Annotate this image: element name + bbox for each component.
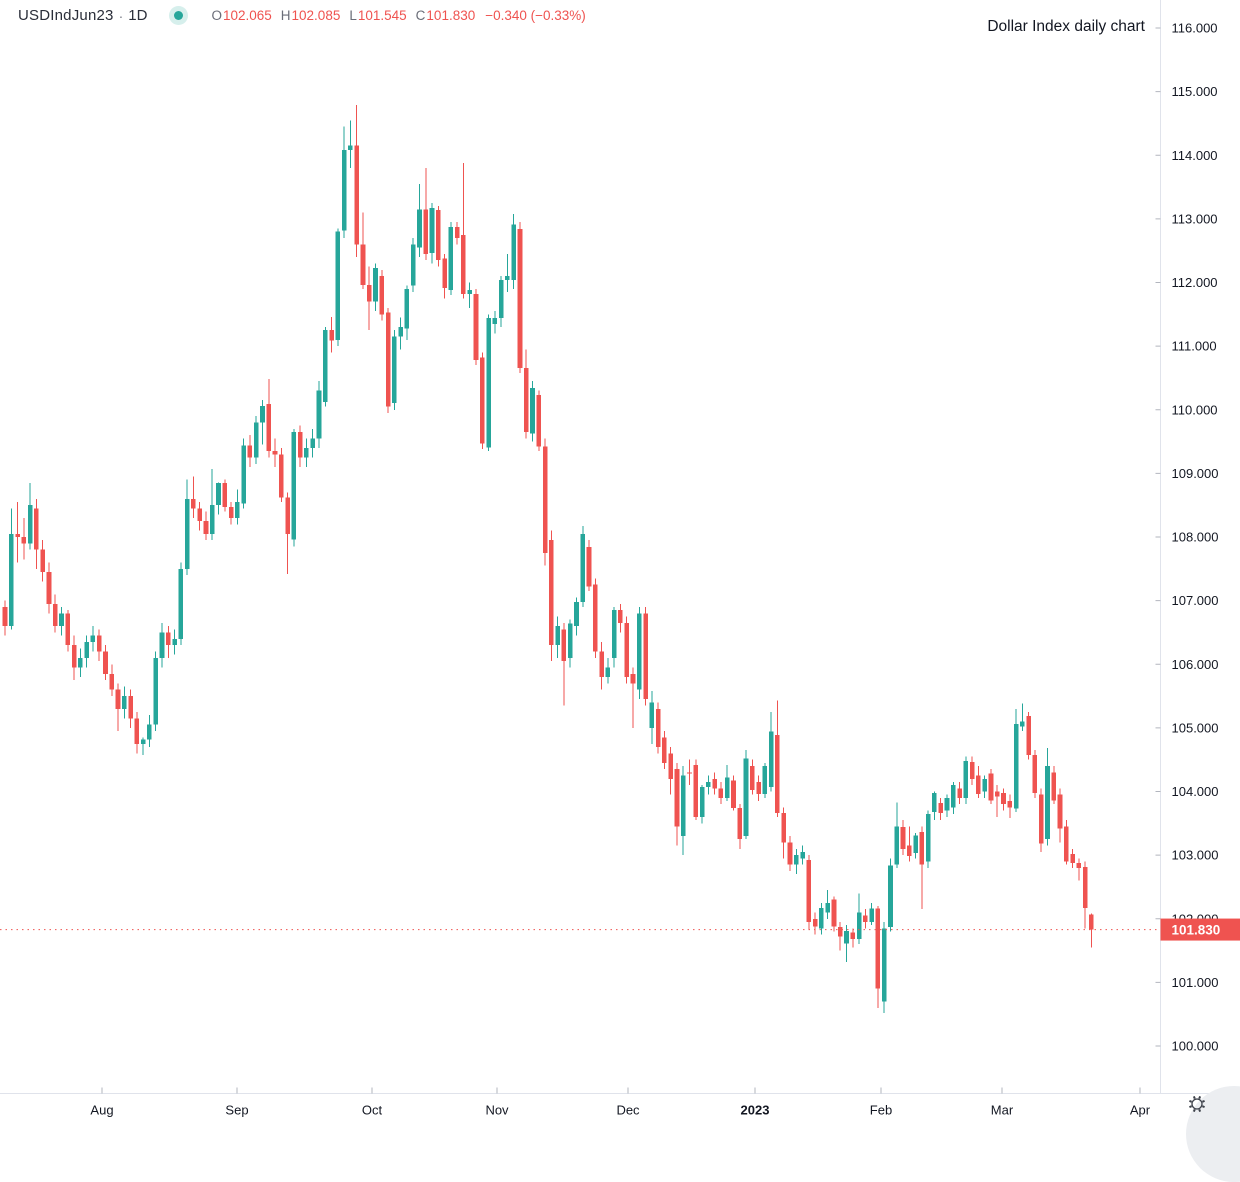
svg-text:112.000: 112.000 [1172, 275, 1218, 290]
svg-text:104.000: 104.000 [1172, 784, 1219, 799]
last-price-tag: 101.830 [1161, 919, 1240, 941]
svg-text:116.000: 116.000 [1172, 21, 1218, 36]
svg-text:105.000: 105.000 [1172, 720, 1219, 735]
low-value: 101.545 [358, 8, 407, 23]
svg-text:113.000: 113.000 [1172, 211, 1218, 226]
svg-text:114.000: 114.000 [1172, 148, 1218, 163]
svg-text:108.000: 108.000 [1172, 530, 1219, 545]
svg-text:Feb: Feb [870, 1103, 892, 1118]
svg-text:103.000: 103.000 [1172, 848, 1219, 863]
chart-annotation-title: Dollar Index daily chart [987, 18, 1145, 36]
open-label: O [211, 8, 222, 23]
ohlc-values: O 102.065 H 102.085 L 101.545 C 101.830 … [211, 8, 594, 23]
svg-text:107.000: 107.000 [1172, 593, 1219, 608]
chart-legend[interactable]: USDIndJun23 · 1D O 102.065 H 102.085 L 1… [18, 7, 595, 24]
symbol-name[interactable]: USDIndJun23 [18, 7, 114, 24]
svg-text:106.000: 106.000 [1172, 657, 1219, 672]
svg-text:Oct: Oct [362, 1103, 383, 1118]
svg-text:Mar: Mar [991, 1103, 1014, 1118]
svg-text:110.000: 110.000 [1172, 402, 1218, 417]
close-label: C [416, 8, 426, 23]
svg-text:Nov: Nov [485, 1103, 509, 1118]
high-label: H [281, 8, 291, 23]
change-value: −0.340 (−0.33%) [485, 8, 586, 23]
svg-text:100.000: 100.000 [1172, 1039, 1219, 1054]
svg-text:Apr: Apr [1130, 1103, 1151, 1118]
svg-text:2023: 2023 [741, 1103, 770, 1118]
svg-text:Aug: Aug [90, 1103, 113, 1118]
interval-label[interactable]: 1D [128, 7, 147, 24]
svg-text:101.830: 101.830 [1172, 922, 1221, 937]
open-value: 102.065 [223, 8, 272, 23]
gear-icon [1186, 1093, 1208, 1115]
low-label: L [349, 8, 357, 23]
svg-text:Dec: Dec [616, 1103, 640, 1118]
chart-window: 116.000 115.000 114.000 113.000 112.000 111.0… [0, 0, 1240, 1134]
svg-text:109.000: 109.000 [1172, 466, 1219, 481]
high-value: 102.085 [292, 8, 341, 23]
svg-text:101.000: 101.000 [1172, 975, 1219, 990]
svg-text:Sep: Sep [225, 1103, 248, 1118]
symbol-separator: · [119, 8, 124, 24]
candlestick-chart[interactable]: 116.000 115.000 114.000 113.000 112.000 111.0… [0, 0, 1240, 1134]
svg-text:115.000: 115.000 [1172, 84, 1218, 99]
svg-text:111.000: 111.000 [1172, 339, 1217, 354]
price-scale-settings-button[interactable] [1186, 1093, 1214, 1121]
close-value: 101.830 [426, 8, 475, 23]
market-status-dot-icon[interactable] [174, 11, 183, 20]
